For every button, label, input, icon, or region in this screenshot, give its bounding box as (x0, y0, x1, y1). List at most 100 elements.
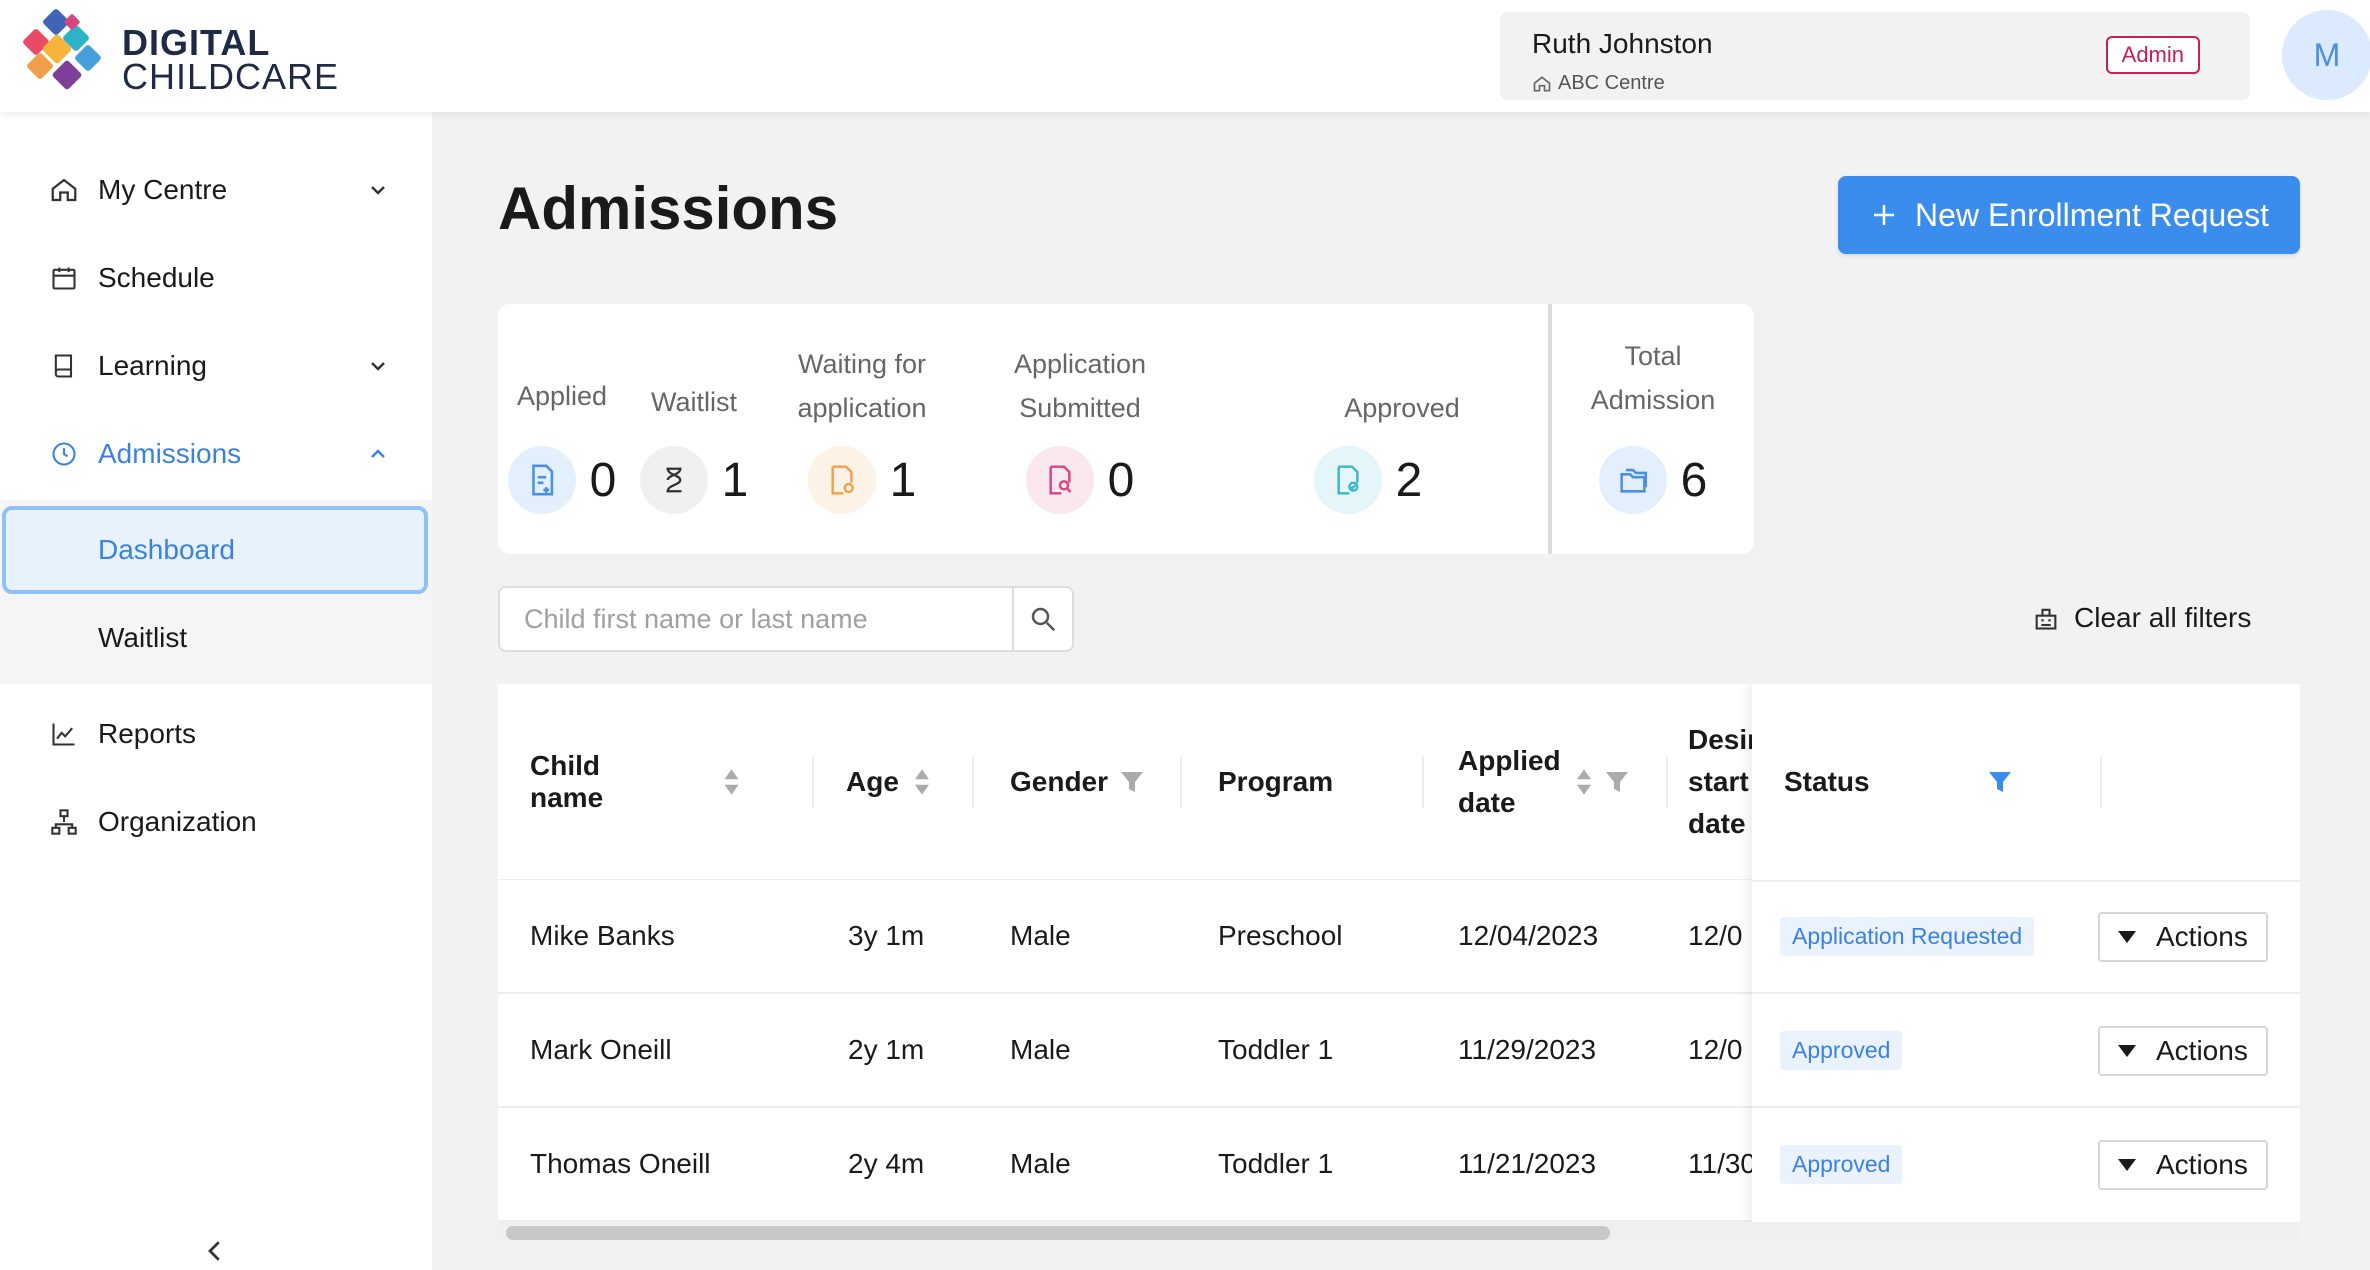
document-plus-icon (507, 446, 576, 514)
clear-filters-label: Clear all filters (2074, 602, 2252, 633)
cell-program: Toddler 1 (1218, 1034, 1334, 1065)
sidebar-item-label: Reports (98, 718, 197, 749)
cell-status: Approved (1780, 994, 1903, 1106)
actions-dropdown-button[interactable]: Actions (2098, 1026, 2268, 1076)
cell-applied-date: 11/21/2023 (1458, 1148, 1597, 1179)
column-separator (812, 756, 814, 808)
cell-desired-date: 12/0 (1688, 1034, 1743, 1065)
user-centre-label: ABC Centre (1558, 72, 1665, 94)
actions-dropdown-button[interactable]: Actions (2098, 912, 2268, 962)
new-enrollment-label: New Enrollment Request (1915, 196, 2269, 233)
stat-value: 0 (589, 453, 617, 507)
sidebar: My Centre Schedule Learning Admissions D… (0, 112, 432, 1270)
sort-icon[interactable] (723, 768, 740, 796)
stat-value: 1 (889, 453, 917, 507)
column-separator (2100, 756, 2102, 808)
caret-down-icon (2118, 1159, 2136, 1171)
stat-application-submitted[interactable]: Application Submitted 0 (962, 304, 1198, 554)
column-gender[interactable]: Gender (1010, 684, 1180, 880)
stat-total-admission[interactable]: Total Admission 6 (1552, 304, 1754, 554)
cell-child-name: Mike Banks (530, 920, 675, 951)
column-label-line-1: Applied (1458, 745, 1561, 776)
user-card[interactable]: Ruth Johnston ABC Centre Admin (1500, 12, 2250, 100)
chevron-left-icon[interactable] (200, 1236, 230, 1266)
cell-program: Preschool (1218, 920, 1343, 951)
horizontal-scrollbar[interactable] (498, 1222, 2300, 1242)
column-label: Age (846, 766, 899, 797)
brand-logo[interactable]: DIGITAL CHILDCARE (16, 8, 376, 104)
actions-label: Actions (2156, 1149, 2248, 1180)
sidebar-item-learning[interactable]: Learning (0, 326, 432, 406)
new-enrollment-button[interactable]: New Enrollment Request (1838, 176, 2300, 254)
stat-label: Applied (516, 381, 608, 411)
sidebar-subitem-waitlist[interactable]: Waitlist (98, 622, 188, 653)
stat-applied[interactable]: Applied 0 (498, 304, 626, 554)
stat-waitlist[interactable]: Waitlist 1 (626, 304, 762, 554)
admission-stats: Applied 0 Waitlist 1 Waiting for applica… (498, 304, 1754, 554)
search-icon (1031, 607, 1056, 632)
scrollbar-thumb[interactable] (506, 1226, 1610, 1240)
column-label-line-3: date (1688, 808, 1746, 839)
book-icon (48, 350, 80, 382)
search-button[interactable] (1012, 588, 1072, 650)
stat-label-line-1: Waiting for (797, 349, 927, 379)
table-row[interactable]: Thomas Oneill 2y 4m Male Toddler 1 11/21… (498, 1108, 2300, 1222)
sidebar-item-organization[interactable]: Organization (0, 782, 432, 862)
sidebar-item-label: Organization (98, 806, 257, 837)
column-label-line-2: date (1458, 787, 1516, 818)
cell-desired-date: 12/0 (1688, 920, 1743, 951)
sidebar-item-label: Admissions (98, 438, 242, 469)
column-applied-date[interactable]: Applied date (1458, 684, 1668, 880)
sort-icon[interactable] (913, 768, 931, 796)
column-child-name[interactable]: Child name (530, 684, 740, 880)
actions-label: Actions (2156, 1035, 2248, 1066)
row-divider (1752, 1106, 2300, 1108)
row-divider (1752, 992, 2300, 994)
column-separator (1666, 756, 1668, 808)
column-separator (1180, 756, 1182, 808)
cell-applied-date: 12/04/2023 (1458, 920, 1599, 951)
cell-gender: Male (1010, 920, 1071, 951)
stat-waiting-for-application[interactable]: Waiting for application 1 (762, 304, 962, 554)
sidebar-item-reports[interactable]: Reports (0, 694, 432, 774)
sidebar-item-label: My Centre (98, 174, 228, 205)
actions-label: Actions (2156, 921, 2248, 952)
column-program[interactable]: Program (1218, 684, 1408, 880)
filter-icon[interactable] (1605, 771, 1629, 793)
filter-icon[interactable] (1120, 771, 1144, 793)
avatar[interactable]: M (2282, 10, 2370, 100)
cell-gender: Male (1010, 1148, 1071, 1179)
column-age[interactable]: Age (846, 684, 956, 880)
brand-wordmark: DIGITAL CHILDCARE (122, 25, 339, 95)
search-input[interactable] (500, 588, 1012, 650)
column-status[interactable]: Status (1784, 684, 2074, 880)
status-badge: Approved (1780, 1144, 1903, 1184)
table-row[interactable]: Mike Banks 3y 1m Male Preschool 12/04/20… (498, 880, 2300, 994)
sidebar-item-my-centre[interactable]: My Centre (0, 150, 432, 230)
actions-dropdown-button[interactable]: Actions (2098, 1140, 2268, 1190)
admissions-subnav: Dashboard Waitlist (0, 500, 432, 684)
sort-icon[interactable] (1575, 768, 1593, 796)
cell-age: 2y 4m (848, 1148, 925, 1179)
calendar-icon (48, 262, 80, 294)
cell-age: 2y 1m (848, 1034, 925, 1065)
clear-filters-button[interactable]: Clear all filters (2032, 596, 2251, 640)
sidebar-item-label: Schedule (98, 262, 215, 293)
stat-label: Approved (1344, 393, 1460, 423)
stat-value: 6 (1680, 453, 1708, 507)
stat-label-line-2: application (797, 393, 927, 423)
stat-approved[interactable]: Approved 2 (1198, 304, 1538, 554)
sidebar-subitem-dashboard[interactable]: Dashboard (2, 506, 428, 594)
stat-value: 0 (1107, 453, 1135, 507)
column-separator (1422, 756, 1424, 808)
sidebar-item-schedule[interactable]: Schedule (0, 238, 432, 318)
admissions-table: Child name Age Gender Program Applied da… (498, 684, 2300, 1222)
cell-child-name: Thomas Oneill (530, 1148, 711, 1179)
chevron-down-icon (371, 362, 385, 371)
sidebar-item-admissions[interactable]: Admissions (0, 414, 432, 494)
filter-active-icon[interactable] (1988, 771, 2012, 793)
table-row[interactable]: Mark Oneill 2y 1m Male Toddler 1 11/29/2… (498, 994, 2300, 1108)
stats-divider (1548, 304, 1552, 554)
folders-icon (1598, 446, 1667, 514)
cell-child-name: Mark Oneill (530, 1034, 672, 1065)
